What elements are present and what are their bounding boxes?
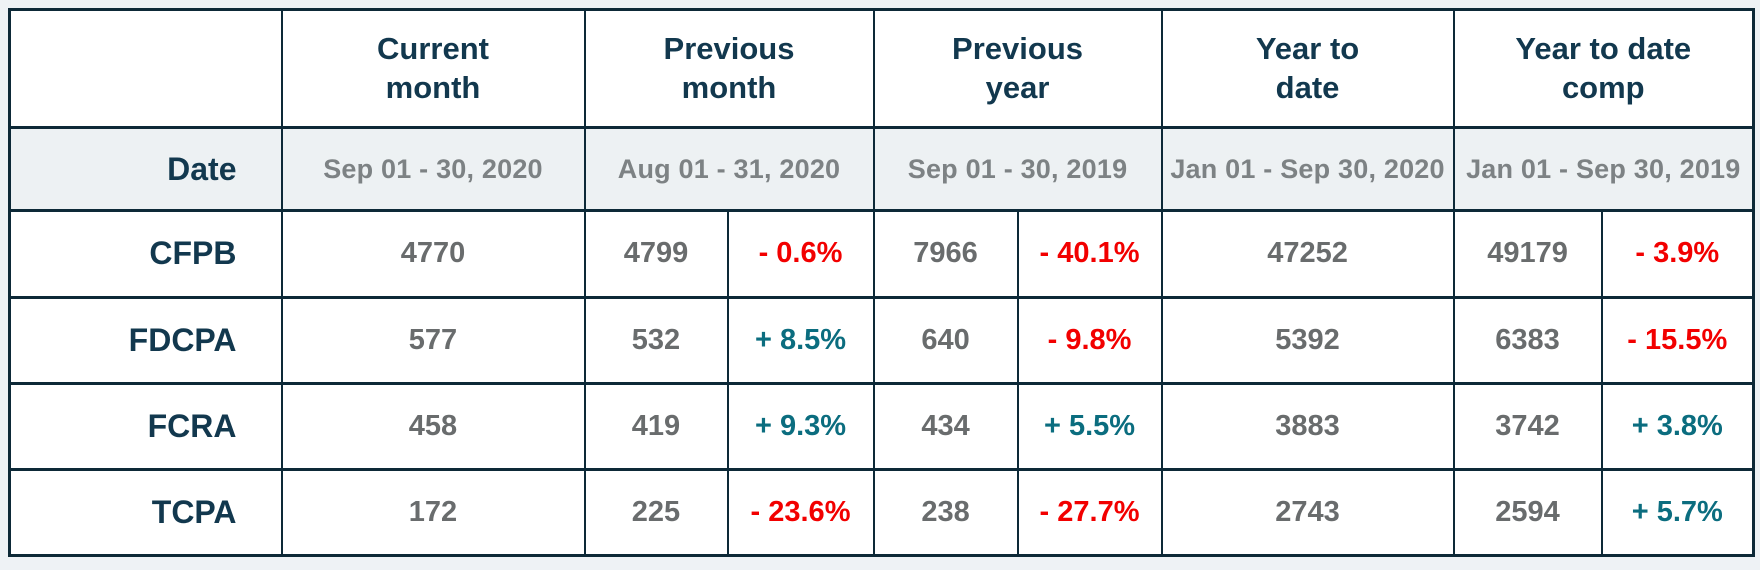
row-label-fdcpa: FDCPA	[8, 295, 283, 385]
tcpa-previous-year-pct: - 27.7%	[1016, 467, 1163, 558]
tcpa-current-month-value: 172	[280, 467, 586, 558]
table-row-tcpa: TCPA 172 225 - 23.6% 238 - 27.7% 2743 25…	[8, 467, 1755, 558]
fdcpa-year-to-date-value: 5392	[1160, 295, 1455, 385]
header-row: Current month Previous month Previous ye…	[8, 7, 1755, 130]
cfpb-previous-year-pct: - 40.1%	[1016, 209, 1163, 299]
fcra-year-to-date-comp-value: 3742	[1452, 381, 1603, 471]
fcra-year-to-date-comp-pct: + 3.8%	[1600, 381, 1755, 471]
col-header-year-to-date: Year to date	[1160, 7, 1455, 130]
corner-cell	[8, 7, 283, 130]
table-row-fcra: FCRA 458 419 + 9.3% 434 + 5.5% 3883 3742…	[8, 381, 1755, 471]
col-header-previous-year: Previous year	[872, 7, 1163, 130]
cfpb-year-to-date-value: 47252	[1160, 209, 1455, 299]
cfpb-previous-year-value: 7966	[872, 209, 1019, 299]
fcra-current-month-value: 458	[280, 381, 586, 471]
date-previous-year: Sep 01 - 30, 2019	[872, 126, 1163, 213]
tcpa-previous-month-value: 225	[583, 467, 729, 558]
col-header-previous-month: Previous month	[583, 7, 875, 130]
date-year-to-date-comp: Jan 01 - Sep 30, 2019	[1452, 126, 1755, 213]
row-label-tcpa: TCPA	[8, 467, 283, 558]
table-row-cfpb: CFPB 4770 4799 - 0.6% 7966 - 40.1% 47252…	[8, 209, 1755, 299]
fdcpa-previous-year-value: 640	[872, 295, 1019, 385]
fcra-previous-year-pct: + 5.5%	[1016, 381, 1163, 471]
fdcpa-previous-year-pct: - 9.8%	[1016, 295, 1163, 385]
cfpb-previous-month-pct: - 0.6%	[726, 209, 875, 299]
fdcpa-current-month-value: 577	[280, 295, 586, 385]
fcra-previous-year-value: 434	[872, 381, 1019, 471]
tcpa-year-to-date-comp-pct: + 5.7%	[1600, 467, 1755, 558]
date-current-month: Sep 01 - 30, 2020	[280, 126, 586, 213]
tcpa-previous-year-value: 238	[872, 467, 1019, 558]
date-previous-month: Aug 01 - 31, 2020	[583, 126, 875, 213]
tcpa-year-to-date-comp-value: 2594	[1452, 467, 1603, 558]
table-row-fdcpa: FDCPA 577 532 + 8.5% 640 - 9.8% 5392 638…	[8, 295, 1755, 385]
row-label-cfpb: CFPB	[8, 209, 283, 299]
complaint-stats-table: Current month Previous month Previous ye…	[8, 7, 1756, 558]
cfpb-year-to-date-comp-pct: - 3.9%	[1600, 209, 1755, 299]
tcpa-previous-month-pct: - 23.6%	[726, 467, 875, 558]
cfpb-year-to-date-comp-value: 49179	[1452, 209, 1603, 299]
fdcpa-previous-month-pct: + 8.5%	[726, 295, 875, 385]
date-row: Date Sep 01 - 30, 2020 Aug 01 - 31, 2020…	[8, 126, 1755, 213]
fdcpa-year-to-date-comp-value: 6383	[1452, 295, 1603, 385]
col-header-year-to-date-comp: Year to date comp	[1452, 7, 1755, 130]
fdcpa-previous-month-value: 532	[583, 295, 729, 385]
fcra-year-to-date-value: 3883	[1160, 381, 1455, 471]
cfpb-previous-month-value: 4799	[583, 209, 729, 299]
tcpa-year-to-date-value: 2743	[1160, 467, 1455, 558]
col-header-current-month: Current month	[280, 7, 586, 130]
row-label-fcra: FCRA	[8, 381, 283, 471]
fdcpa-year-to-date-comp-pct: - 15.5%	[1600, 295, 1755, 385]
date-row-label: Date	[8, 126, 283, 213]
fcra-previous-month-value: 419	[583, 381, 729, 471]
date-year-to-date: Jan 01 - Sep 30, 2020	[1160, 126, 1455, 213]
cfpb-current-month-value: 4770	[280, 209, 586, 299]
fcra-previous-month-pct: + 9.3%	[726, 381, 875, 471]
